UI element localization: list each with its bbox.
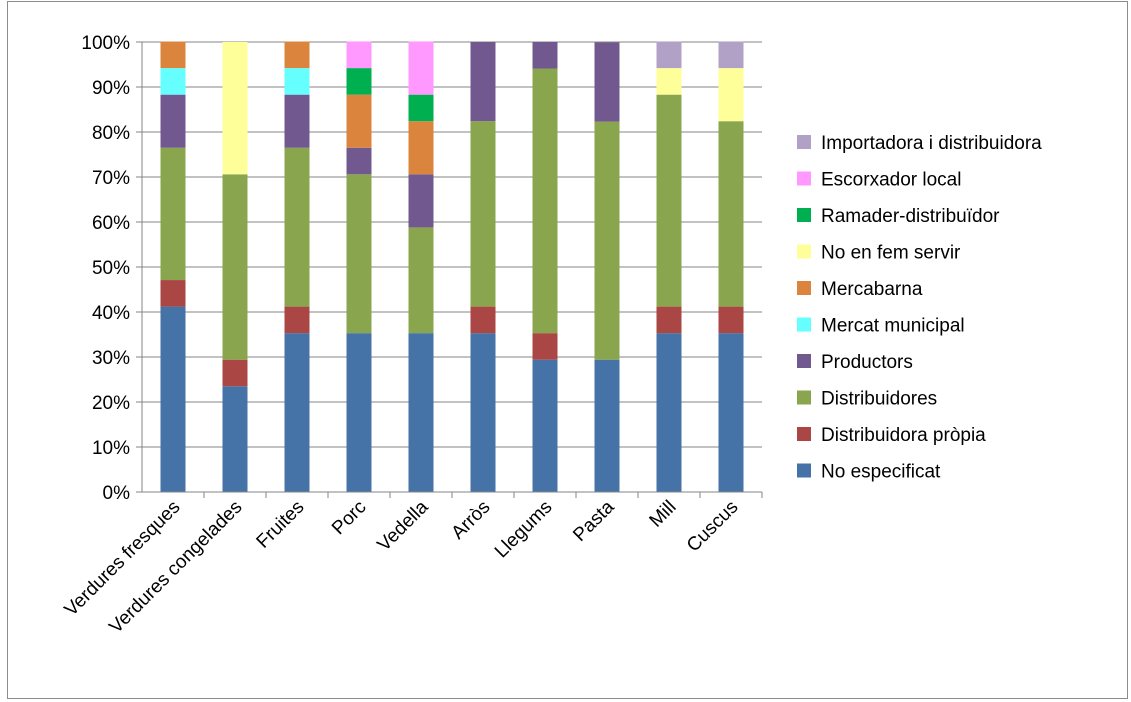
- legend-swatch: [797, 171, 811, 186]
- bar-segment: [284, 306, 310, 334]
- bar-segment: [346, 147, 372, 175]
- bar-segment: [594, 359, 620, 492]
- bar-segment: [470, 42, 496, 122]
- x-tick-label: Vedella: [374, 496, 433, 555]
- legend-swatch: [797, 281, 811, 295]
- bar-segment: [470, 121, 496, 307]
- bar-segment: [718, 333, 744, 492]
- bar-segment: [408, 94, 434, 122]
- bar-segment: [222, 174, 248, 360]
- legend-label: Ramader-distribuïdor: [821, 206, 1000, 227]
- x-tick-label: Porc: [328, 497, 370, 539]
- bars-layer: [160, 41, 744, 492]
- legend-label: Importadora i distribuidora: [821, 133, 1042, 154]
- bar-segment: [532, 42, 558, 69]
- bar-segment: [656, 333, 682, 492]
- bar-segment: [160, 306, 186, 492]
- bar-segment: [222, 386, 248, 492]
- bar-segment: [408, 227, 434, 334]
- bar-segment: [160, 280, 186, 307]
- bar-segment: [656, 94, 682, 307]
- bar-segment: [718, 41, 744, 69]
- bar-segment: [284, 68, 310, 95]
- legend-swatch: [797, 244, 811, 259]
- bar-segment: [656, 68, 682, 95]
- bar-segment: [470, 306, 496, 334]
- y-tick-label: 30%: [92, 348, 130, 369]
- bar-segment: [160, 41, 186, 69]
- x-tick-label: Verdures fresques: [61, 497, 185, 621]
- bar-segment: [222, 359, 248, 387]
- bar-segment: [718, 306, 744, 334]
- legend-swatch: [797, 390, 811, 405]
- legend-label: Distribuidores: [821, 389, 937, 410]
- legend-label: No especificat: [821, 462, 941, 483]
- chart-frame: [7, 1, 1128, 699]
- bar-segment: [532, 359, 558, 492]
- x-tick-label: Mill: [646, 497, 681, 532]
- legend: Importadora i distribuidora Escorxador lo…: [797, 133, 1042, 483]
- bar-segment: [160, 68, 186, 95]
- x-tick-label: Pasta: [569, 496, 619, 546]
- bar-segment: [284, 147, 310, 307]
- bar-segment: [346, 68, 372, 95]
- bar-segment: [532, 333, 558, 360]
- y-tick-label: 0%: [103, 483, 131, 504]
- y-tick-label: 100%: [81, 33, 130, 54]
- y-axis-tick-labels: 0% 10% 20% 30% 40% 50% 60% 70% 80% 90% 100%: [81, 33, 130, 504]
- bar-segment: [408, 174, 434, 228]
- legend-swatch: [797, 354, 811, 368]
- legend-swatch: [797, 317, 811, 332]
- bar-segment: [284, 41, 310, 69]
- legend-label: Escorxador local: [821, 170, 961, 191]
- bar-segment: [594, 42, 620, 122]
- y-tick-label: 80%: [92, 123, 130, 144]
- y-tick-label: 90%: [92, 78, 130, 99]
- bar-segment: [594, 121, 620, 360]
- bar-segment: [718, 121, 744, 307]
- x-tick-label: Cuscus: [683, 497, 743, 557]
- bar-segment: [408, 41, 434, 95]
- y-tick-label: 50%: [92, 258, 130, 279]
- bar-segment: [470, 333, 496, 492]
- y-tick-label: 20%: [92, 393, 130, 414]
- bar-segment: [718, 68, 744, 122]
- legend-swatch: [797, 208, 811, 222]
- axes-layer: [136, 41, 763, 498]
- bar-segment: [160, 147, 186, 281]
- legend-label: Mercabarna: [821, 279, 923, 300]
- y-tick-label: 60%: [92, 213, 130, 234]
- legend-label: No en fem servir: [821, 243, 961, 264]
- y-tick-label: 40%: [92, 303, 130, 324]
- legend-label: Mercat municipal: [821, 316, 965, 337]
- bar-segment: [284, 94, 310, 148]
- x-tick-label: Llegums: [491, 497, 557, 563]
- bar-segment: [346, 333, 372, 492]
- x-tick-label: Fruites: [253, 497, 309, 553]
- legend-swatch: [797, 135, 811, 149]
- y-tick-label: 10%: [92, 438, 130, 459]
- bar-segment: [346, 174, 372, 334]
- bar-segment: [222, 42, 248, 175]
- bar-segment: [346, 41, 372, 69]
- legend-swatch: [797, 427, 811, 441]
- legend-swatch: [797, 463, 811, 478]
- legend-label: Distribuidora pròpia: [821, 425, 986, 446]
- bar-segment: [656, 41, 682, 69]
- legend-label: Productors: [821, 352, 913, 373]
- bar-segment: [656, 306, 682, 334]
- y-tick-label: 70%: [92, 168, 130, 189]
- bar-segment: [160, 94, 186, 148]
- bar-segment: [284, 333, 310, 492]
- bar-segment: [532, 68, 558, 334]
- bar-segment: [408, 121, 434, 175]
- bar-segment: [346, 94, 372, 148]
- x-tick-label: Arròs: [448, 497, 495, 544]
- bar-segment: [408, 333, 434, 492]
